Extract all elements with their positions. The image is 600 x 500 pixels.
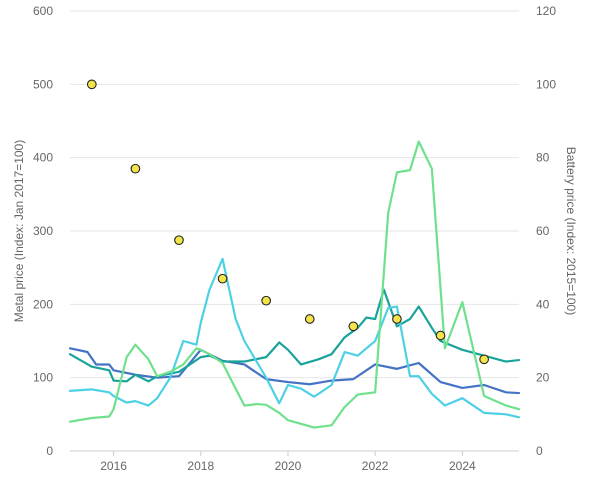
right-tick-label: 40 — [536, 297, 550, 311]
metal-price-line-2 — [68, 288, 521, 383]
x-tick-label: 2016 — [100, 459, 127, 473]
battery-price-points — [86, 79, 489, 365]
left-tick-label: 300 — [33, 224, 53, 238]
battery-price-point — [174, 235, 184, 246]
metal-price-line-1 — [68, 347, 521, 395]
x-tick-label: 2022 — [362, 459, 389, 473]
battery-price-point — [86, 79, 97, 90]
battery-price-point — [348, 321, 359, 332]
right-tick-label: 100 — [536, 77, 556, 91]
battery-price-point — [479, 354, 489, 365]
left-tick-label: 0 — [46, 444, 53, 458]
battery-price-point — [435, 330, 446, 341]
x-tick-label: 2018 — [187, 459, 214, 473]
series-group — [68, 79, 521, 429]
x-axis-ticks: 2016 2018 2020 2022 2024 — [100, 451, 476, 473]
left-tick-label: 200 — [33, 297, 53, 311]
gridlines — [70, 10, 519, 379]
left-axis-ticks: 0 100 200 300 400 500 600 — [33, 4, 53, 458]
right-tick-label: 20 — [536, 371, 550, 385]
right-tick-label: 120 — [536, 4, 556, 18]
left-tick-label: 100 — [33, 371, 53, 385]
metal-price-line-4 — [68, 140, 521, 429]
right-tick-label: 60 — [536, 224, 550, 238]
battery-price-point — [392, 314, 402, 324]
battery-price-point — [304, 314, 315, 324]
right-axis-ticks: 0 20 40 60 80 100 120 — [536, 4, 556, 458]
right-tick-label: 0 — [536, 444, 543, 458]
left-axis-title: Metal price (Index: Jan 2017=100) — [12, 140, 26, 322]
x-tick-label: 2020 — [275, 459, 302, 473]
left-tick-label: 600 — [33, 4, 53, 18]
battery-price-point — [130, 163, 141, 174]
left-tick-label: 400 — [33, 151, 53, 165]
left-tick-label: 500 — [33, 77, 53, 91]
right-axis-title: Battery price (Index: 2015=100) — [564, 147, 578, 315]
battery-price-point — [217, 273, 228, 284]
x-tick-label: 2024 — [449, 459, 476, 473]
right-tick-label: 80 — [536, 151, 550, 165]
metal-price-line-3 — [68, 257, 521, 419]
battery-price-point — [261, 295, 272, 306]
